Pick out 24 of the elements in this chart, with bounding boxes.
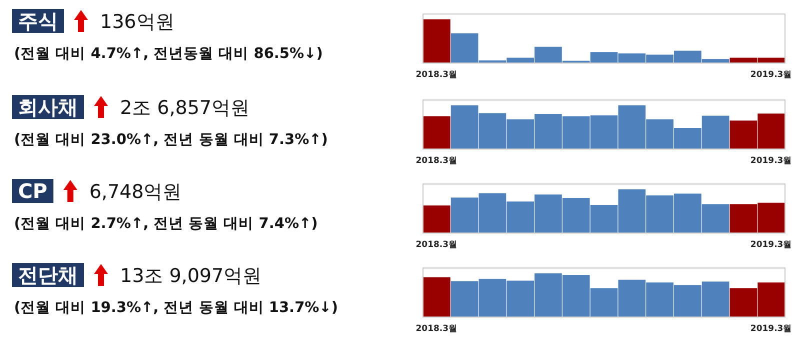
text: 6,748억원 bbox=[89, 181, 182, 203]
text: 주식 bbox=[18, 9, 58, 33]
x-tick-label: 2018.3월 bbox=[416, 156, 458, 166]
x-tick-label: 2019.3월 bbox=[750, 240, 792, 250]
text: 전단채 bbox=[18, 263, 78, 287]
x-tick-label: 2019.3월 bbox=[750, 70, 792, 80]
bar bbox=[423, 205, 450, 233]
text: CP bbox=[18, 179, 48, 203]
text: (전월 대비 19.3%↑, 전년 동월 대비 13.7%↓) bbox=[14, 300, 338, 316]
x-tick-label: 2019.3월 bbox=[750, 324, 792, 334]
bar bbox=[423, 277, 450, 317]
x-tick-label: 2018.3월 bbox=[416, 240, 458, 250]
x-tick-label: 2018.3월 bbox=[416, 324, 458, 334]
x-tick-label: 2018.3월 bbox=[416, 70, 458, 80]
bar bbox=[423, 19, 450, 63]
bar bbox=[423, 116, 450, 149]
x-tick-label: 2019.3월 bbox=[750, 156, 792, 166]
text: 2조 6,857억원 bbox=[120, 97, 250, 119]
text: (전월 대비 23.0%↑, 전년 동월 대비 7.3%↑) bbox=[14, 132, 328, 148]
text: 13조 9,097억원 bbox=[120, 265, 262, 287]
text: (전월 대비 2.7%↑, 전년 동월 대비 7.4%↑) bbox=[14, 216, 318, 232]
text: (전월 대비 4.7%↑, 전년동월 대비 86.5%↓) bbox=[14, 46, 323, 62]
text: 회사채 bbox=[18, 95, 78, 119]
text: 136억원 bbox=[100, 11, 174, 33]
